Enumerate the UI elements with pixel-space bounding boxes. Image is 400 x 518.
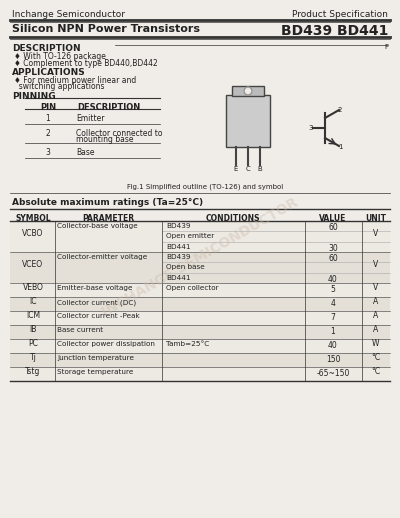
- Text: BD441: BD441: [166, 243, 190, 250]
- Text: Collector connected to: Collector connected to: [76, 129, 162, 138]
- Text: 1: 1: [46, 114, 50, 123]
- Text: Open collector: Open collector: [166, 285, 219, 291]
- Text: mounting base: mounting base: [76, 135, 134, 144]
- Text: A: A: [373, 324, 379, 334]
- Text: DESCRIPTION: DESCRIPTION: [77, 103, 140, 112]
- Text: B: B: [258, 166, 262, 172]
- Text: Collector-base voltage: Collector-base voltage: [57, 223, 138, 229]
- Text: Storage temperature: Storage temperature: [57, 369, 133, 375]
- Bar: [10, 311, 390, 325]
- Text: VCEO: VCEO: [22, 260, 44, 268]
- Text: Fig.1 Simplified outline (TO-126) and symbol: Fig.1 Simplified outline (TO-126) and sy…: [127, 183, 283, 190]
- Text: V: V: [373, 228, 379, 237]
- Text: 4: 4: [330, 299, 336, 308]
- Text: VEBO: VEBO: [22, 282, 44, 292]
- Text: V: V: [373, 282, 379, 292]
- Text: Base current: Base current: [57, 327, 103, 333]
- Text: Collector-emitter voltage: Collector-emitter voltage: [57, 254, 147, 260]
- Text: DESCRIPTION: DESCRIPTION: [12, 44, 81, 53]
- Text: 30: 30: [328, 243, 338, 253]
- Text: A: A: [373, 310, 379, 320]
- Text: 7: 7: [330, 313, 336, 322]
- Circle shape: [246, 89, 250, 94]
- Text: ♦ Complement to type BD440,BD442: ♦ Complement to type BD440,BD442: [14, 59, 158, 68]
- Text: A: A: [373, 296, 379, 306]
- Text: VALUE: VALUE: [319, 214, 347, 223]
- Text: switching applications: switching applications: [14, 82, 104, 91]
- Text: IC: IC: [29, 296, 37, 306]
- Text: UNIT: UNIT: [366, 214, 386, 223]
- Text: °C: °C: [372, 353, 380, 362]
- Text: Silicon NPN Power Transistors: Silicon NPN Power Transistors: [12, 24, 200, 34]
- Bar: [226, 95, 270, 147]
- Bar: [10, 325, 390, 339]
- Text: VCBO: VCBO: [22, 228, 44, 237]
- Text: 40: 40: [328, 275, 338, 284]
- Text: 3: 3: [308, 125, 312, 131]
- Text: Tj: Tj: [30, 353, 36, 362]
- Bar: [10, 221, 390, 252]
- Text: Emitter: Emitter: [76, 114, 104, 123]
- Text: CONDITIONS: CONDITIONS: [206, 214, 260, 223]
- Text: E: E: [234, 166, 238, 172]
- Text: Tamb=25°C: Tamb=25°C: [166, 341, 209, 347]
- Text: APPLICATIONS: APPLICATIONS: [12, 68, 86, 77]
- Text: 40: 40: [328, 341, 338, 350]
- Text: V: V: [373, 260, 379, 268]
- Text: Inchange Semiconductor: Inchange Semiconductor: [12, 10, 125, 19]
- Text: PC: PC: [28, 338, 38, 348]
- Text: Tstg: Tstg: [25, 367, 41, 376]
- Text: Collector current (DC): Collector current (DC): [57, 299, 136, 306]
- Text: 3: 3: [46, 148, 50, 157]
- Text: ICM: ICM: [26, 310, 40, 320]
- Bar: [10, 339, 390, 353]
- Text: 2: 2: [338, 107, 342, 113]
- Text: -65~150: -65~150: [316, 369, 350, 378]
- Text: SYMBOL: SYMBOL: [15, 214, 51, 223]
- Text: Junction temperature: Junction temperature: [57, 355, 134, 361]
- Text: INCHANGE SEMICONDUCTOR: INCHANGE SEMICONDUCTOR: [100, 196, 300, 320]
- Text: ♦ With TO-126 package: ♦ With TO-126 package: [14, 52, 106, 61]
- Text: Base: Base: [76, 148, 94, 157]
- Text: 2: 2: [46, 129, 50, 138]
- Text: BD441: BD441: [166, 275, 190, 281]
- Text: Collector current -Peak: Collector current -Peak: [57, 313, 140, 319]
- Bar: [10, 283, 390, 297]
- Text: W: W: [372, 338, 380, 348]
- Text: Open base: Open base: [166, 264, 205, 270]
- Text: Product Specification: Product Specification: [292, 10, 388, 19]
- Text: BD439: BD439: [166, 254, 190, 260]
- Text: Emitter-base voltage: Emitter-base voltage: [57, 285, 132, 291]
- Text: Collector power dissipation: Collector power dissipation: [57, 341, 155, 347]
- Text: F: F: [384, 44, 388, 50]
- Text: BD439: BD439: [166, 223, 190, 229]
- Circle shape: [244, 87, 252, 95]
- Bar: [10, 367, 390, 381]
- Text: PIN: PIN: [40, 103, 56, 112]
- Text: 1: 1: [331, 327, 335, 336]
- Text: PARAMETER: PARAMETER: [82, 214, 134, 223]
- Text: Absolute maximum ratings (Ta=25°C): Absolute maximum ratings (Ta=25°C): [12, 198, 203, 207]
- Text: 60: 60: [328, 223, 338, 232]
- Text: C: C: [246, 166, 250, 172]
- Text: BD439 BD441: BD439 BD441: [281, 24, 388, 38]
- Bar: [10, 252, 390, 283]
- Text: PINNING: PINNING: [12, 92, 56, 101]
- Text: 1: 1: [338, 144, 342, 150]
- Text: Open emitter: Open emitter: [166, 233, 214, 239]
- Bar: [232, 86, 264, 96]
- Text: 5: 5: [330, 285, 336, 294]
- Text: 150: 150: [326, 355, 340, 364]
- Text: °C: °C: [372, 367, 380, 376]
- Bar: [10, 297, 390, 311]
- Bar: [10, 353, 390, 367]
- Text: 60: 60: [328, 254, 338, 263]
- Text: IB: IB: [29, 324, 37, 334]
- Text: ♦ For medium power linear and: ♦ For medium power linear and: [14, 76, 136, 85]
